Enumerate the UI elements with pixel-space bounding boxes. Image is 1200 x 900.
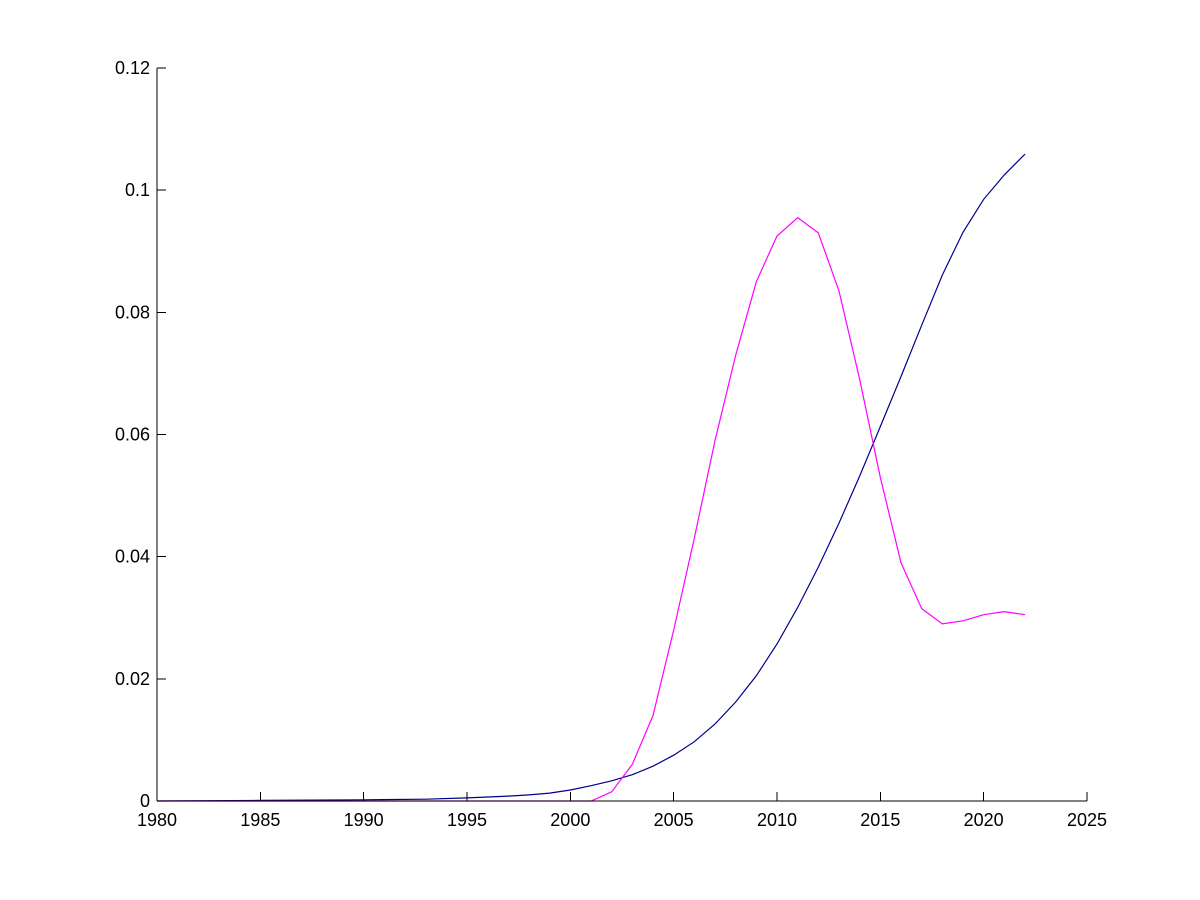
y-axis: 0 0.02 0.04 0.06 0.08 0.1 0.12: [115, 58, 166, 811]
y-tick-label: 0.08: [115, 302, 150, 322]
x-tick-label: 1980: [137, 810, 177, 830]
x-tick-label: 2010: [757, 810, 797, 830]
y-tick-label: 0.04: [115, 547, 150, 567]
x-tick-label: 1985: [240, 810, 280, 830]
x-tick-label: 1995: [447, 810, 487, 830]
x-tick-label: 2000: [550, 810, 590, 830]
y-tick-label: 0.02: [115, 669, 150, 689]
x-tick-label: 2005: [654, 810, 694, 830]
y-tick-label: 0.12: [115, 58, 150, 78]
x-axis: 1980 1985 1990 1995 2000 2005 2010 2015 2020 2025: [137, 792, 1107, 830]
x-tick-label: 2025: [1067, 810, 1107, 830]
x-tick-label: 2015: [860, 810, 900, 830]
y-tick-label: 0: [140, 791, 150, 811]
y-tick-label: 0.06: [115, 425, 150, 445]
y-tick-label: 0.1: [125, 180, 150, 200]
x-tick-label: 2020: [964, 810, 1004, 830]
x-tick-label: 1990: [344, 810, 384, 830]
series-line-1: [156, 153, 1026, 802]
